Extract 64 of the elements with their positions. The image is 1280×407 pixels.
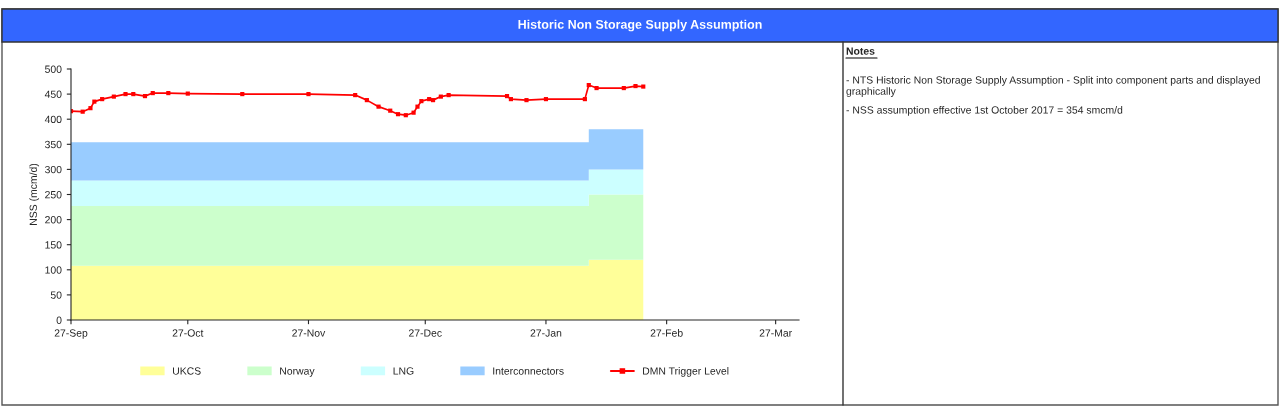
point bbox=[508, 97, 513, 102]
y-tick-label: 250 bbox=[45, 191, 62, 199]
text: - NTS Historic Non Storage Supply Assumption - Split into component parts and displayed graphically bbox=[846, 76, 1260, 97]
x-tick-label: 27-Mar bbox=[759, 329, 792, 337]
point bbox=[88, 106, 93, 111]
x-tick-label: 27-Sep bbox=[54, 329, 88, 339]
y-tick-label: 350 bbox=[44, 140, 62, 149]
point bbox=[415, 104, 420, 109]
point bbox=[524, 98, 529, 103]
point bbox=[376, 104, 381, 109]
point bbox=[427, 97, 432, 102]
point bbox=[364, 98, 369, 103]
y-tick-label: 450 bbox=[44, 90, 62, 98]
point bbox=[582, 97, 587, 102]
point bbox=[92, 99, 97, 104]
point bbox=[142, 94, 148, 99]
text: - NSS assumption effective 1st October 2017 = 354 smcm/d bbox=[846, 106, 1123, 116]
point bbox=[430, 98, 436, 103]
point bbox=[306, 92, 311, 97]
point bbox=[150, 91, 155, 96]
y-axis-title: NSS (mcm/d) bbox=[29, 163, 40, 225]
point bbox=[621, 85, 626, 91]
y-tick-label: 500 bbox=[45, 65, 62, 73]
point bbox=[419, 99, 424, 104]
point bbox=[641, 84, 646, 89]
point bbox=[388, 108, 393, 113]
point bbox=[185, 91, 190, 96]
point bbox=[166, 91, 171, 96]
x-tick-label: 27-Oct bbox=[172, 329, 204, 337]
legend-label: UKCS bbox=[173, 367, 201, 375]
y-tick-label: 150 bbox=[45, 241, 62, 249]
point bbox=[123, 92, 128, 97]
y-tick-label: 50 bbox=[50, 291, 62, 299]
point bbox=[100, 97, 105, 102]
point bbox=[446, 93, 451, 98]
y-tick-label: 100 bbox=[45, 266, 62, 274]
y-tick-label: 400 bbox=[44, 115, 62, 124]
chart-title: Historic Non Storage Supply Assumption bbox=[518, 19, 762, 32]
point bbox=[111, 94, 116, 99]
point bbox=[586, 82, 591, 88]
point bbox=[403, 113, 408, 118]
y-tick-label: 0 bbox=[56, 316, 62, 324]
x-tick-label: 27-Feb bbox=[650, 329, 683, 337]
legend-label: Norway bbox=[280, 367, 315, 377]
point bbox=[594, 85, 599, 91]
x-tick-label: 27-Dec bbox=[409, 329, 442, 337]
legend-label: DMN Trigger Level bbox=[643, 367, 729, 377]
legend-label: Interconnectors bbox=[493, 367, 564, 375]
point bbox=[395, 112, 401, 117]
y-tick-label: 200 bbox=[45, 216, 62, 224]
point bbox=[240, 92, 245, 97]
point bbox=[504, 94, 510, 99]
point bbox=[131, 92, 136, 97]
point bbox=[411, 110, 416, 115]
y-tick-label: 300 bbox=[44, 165, 62, 174]
point bbox=[633, 83, 638, 89]
point bbox=[353, 93, 358, 98]
x-tick-label: 27-Nov bbox=[292, 329, 326, 337]
point bbox=[80, 109, 85, 114]
x-tick-label: 27-Jan bbox=[530, 329, 562, 337]
point bbox=[543, 97, 549, 102]
text: Notes bbox=[846, 47, 875, 55]
legend-label: LNG bbox=[393, 367, 414, 375]
point bbox=[438, 94, 443, 99]
